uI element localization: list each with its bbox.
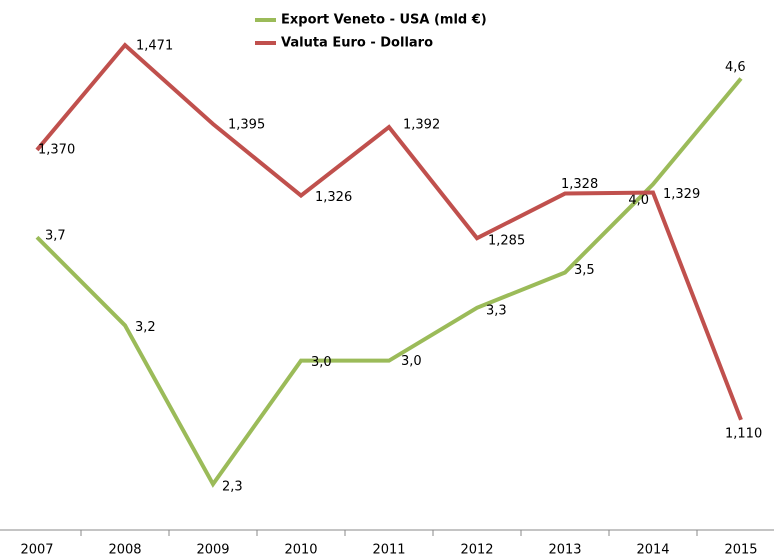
x-tick-label: 2011 (372, 543, 405, 558)
x-tick-label: 2009 (196, 543, 229, 558)
series-line (35, 42, 743, 421)
series-line (35, 77, 743, 488)
data-label: 2,3 (222, 480, 243, 495)
data-label: 3,0 (311, 355, 332, 370)
data-label: 3,3 (486, 303, 507, 318)
x-tick-label: 2012 (460, 543, 493, 558)
data-label: 1,329 (663, 187, 700, 202)
data-label: 4,0 (628, 193, 649, 208)
data-label: 1,328 (561, 177, 598, 192)
legend-label: Valuta Euro - Dollaro (281, 36, 433, 51)
x-tick-label: 2007 (20, 543, 53, 558)
data-label: 1,370 (38, 142, 75, 157)
x-tick-label: 2014 (636, 543, 669, 558)
data-label: 1,471 (136, 39, 173, 54)
data-label: 1,395 (228, 117, 265, 132)
data-label: 1,392 (403, 118, 440, 133)
data-label: 1,285 (488, 234, 525, 249)
x-tick-label: 2008 (108, 543, 141, 558)
data-label: 1,110 (725, 426, 762, 441)
legend-label: Export Veneto - USA (mld €) (281, 13, 487, 28)
data-label: 1,326 (315, 190, 352, 205)
x-tick-label: 2015 (724, 543, 757, 558)
data-label: 4,6 (725, 60, 746, 75)
data-label: 3,5 (574, 263, 595, 278)
x-tick-label: 2013 (548, 543, 581, 558)
data-label: 3,0 (401, 354, 422, 369)
x-tick-label: 2010 (284, 543, 317, 558)
data-label: 3,2 (135, 320, 156, 335)
data-label: 3,7 (45, 229, 66, 244)
